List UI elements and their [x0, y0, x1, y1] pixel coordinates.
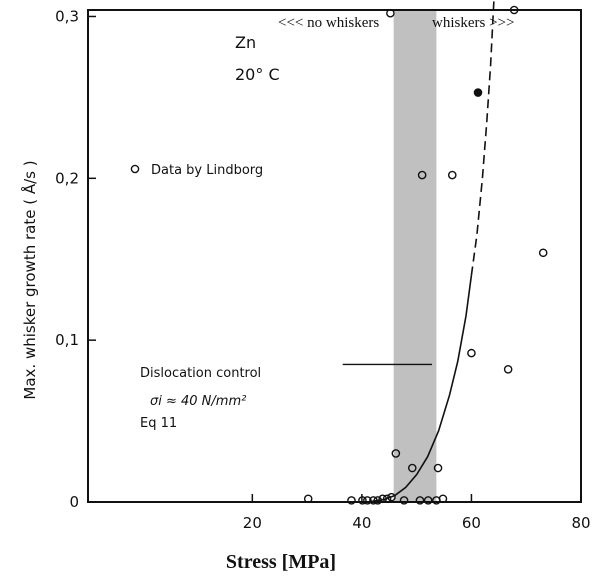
- model-curve-layer: [342, 0, 495, 503]
- legend-label: Data by Lindborg: [151, 163, 263, 178]
- data-point: [473, 88, 483, 97]
- data-point: [378, 494, 388, 504]
- data-point: [391, 449, 401, 458]
- plot-frame: [87, 9, 582, 503]
- data-point: [433, 463, 443, 473]
- annotation-whiskers: whiskers >>>: [432, 15, 514, 31]
- data-point: [363, 496, 372, 505]
- y-tick-label: 0,2: [55, 169, 79, 187]
- data-point: [438, 494, 448, 504]
- model-curve-solid: [367, 275, 473, 503]
- x-tick-label: 40: [352, 514, 371, 532]
- data-point: [423, 496, 433, 505]
- annotation-temperature: 20° C: [235, 65, 280, 84]
- model-curve-dashed: [470, 0, 495, 276]
- data-point: [347, 496, 356, 505]
- data-point: [386, 8, 395, 18]
- data-point: [387, 492, 396, 502]
- annotation-dislocation-title: Dislocation control: [140, 366, 261, 381]
- y-tick-label: 0,3: [55, 7, 79, 25]
- annotation-dislocation-formula: σi ≈ 40 N/mm²: [150, 394, 246, 409]
- data-point: [538, 248, 548, 258]
- data-point: [369, 496, 378, 505]
- x-axis-label: Stress [MPa]: [226, 551, 336, 573]
- tick-layer: 20 40 60 80 0 0,1 0,2 0,3: [55, 7, 590, 532]
- x-tick-label: 80: [571, 514, 590, 532]
- shaded-region: [393, 10, 437, 502]
- shaded-region-layer: [393, 10, 437, 502]
- data-point: [467, 348, 476, 358]
- data-point: [399, 496, 409, 505]
- point-layer: [303, 5, 548, 505]
- data-point: [417, 170, 427, 180]
- legend-marker: [130, 164, 140, 174]
- data-point: [303, 494, 313, 504]
- data-point: [373, 496, 383, 505]
- annotation-no-whiskers: <<< no whiskers: [278, 15, 379, 31]
- data-point: [447, 170, 457, 180]
- y-tick-label: 0: [69, 493, 79, 511]
- legend: Data by Lindborg: [130, 163, 263, 178]
- data-point: [407, 463, 417, 473]
- x-tick-label: 60: [462, 514, 481, 532]
- data-point: [382, 494, 392, 504]
- y-axis-label: Max. whisker growth rate ( Å/s ): [20, 160, 39, 399]
- data-point: [415, 496, 425, 505]
- annotation-material: Zn: [235, 33, 256, 52]
- x-tick-label: 20: [243, 514, 262, 532]
- data-point: [358, 496, 367, 505]
- data-point: [509, 5, 519, 15]
- y-tick-label: 0,1: [55, 331, 79, 349]
- data-point: [503, 364, 513, 374]
- annotation-dislocation-eq: Eq 11: [140, 416, 177, 431]
